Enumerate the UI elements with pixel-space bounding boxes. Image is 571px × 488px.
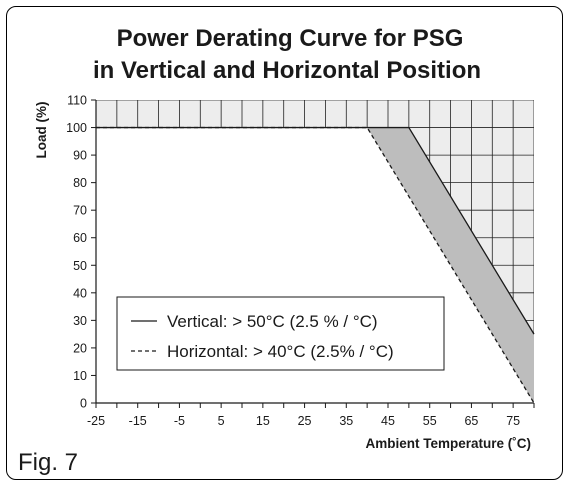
y-tick-label: 80	[73, 176, 87, 190]
legend: Vertical: > 50°C (2.5 % / °C) Horizontal…	[116, 296, 445, 371]
x-axis-label: Ambient Temperature (˚C)	[365, 436, 531, 451]
x-tick-label: 35	[339, 414, 353, 428]
legend-box	[116, 296, 445, 371]
x-tick-label: -15	[129, 414, 147, 428]
figure-label: Fig. 7	[18, 449, 78, 476]
x-tick-label: -5	[174, 414, 185, 428]
y-tick-label: 10	[73, 369, 87, 383]
series-line-vertical	[96, 126, 535, 335]
x-tick-label: 75	[506, 414, 520, 428]
series-line-horizontal	[96, 126, 535, 404]
chart-title-line-2: in Vertical and Horizontal Position	[93, 57, 481, 84]
x-tick-label: 45	[381, 414, 395, 428]
y-tick-label: 20	[73, 341, 87, 355]
x-tick-label: 5	[218, 414, 225, 428]
y-tick-label: 60	[73, 231, 87, 245]
legend-label-horizontal: Horizontal: > 40°C (2.5% / °C)	[167, 342, 394, 361]
y-tick-label: 30	[73, 314, 87, 328]
x-tick-label: 55	[423, 414, 437, 428]
x-tick-label: 65	[464, 414, 478, 428]
y-tick-label: 70	[73, 204, 87, 218]
legend-label-vertical: Vertical: > 50°C (2.5 % / °C)	[167, 312, 378, 331]
grid-region-fill	[96, 100, 534, 335]
x-tick-label: 15	[256, 414, 270, 428]
y-tick-label: 0	[80, 397, 87, 411]
y-tick-label: 90	[73, 149, 87, 163]
y-tick-label: 110	[67, 94, 87, 108]
chart-title-line-1: Power Derating Curve for PSG	[117, 25, 464, 52]
x-tick-label: -25	[87, 414, 105, 428]
y-tick-label: 50	[73, 259, 87, 273]
x-tick-label: 25	[298, 414, 312, 428]
y-axis-label: Load (%)	[34, 102, 49, 159]
y-tick-label: 40	[73, 286, 87, 300]
plot-area: 0 10 20 30 40 50 60 70 80 90 100 110 -25 -15 -5 5 15 25 35…	[66, 94, 535, 428]
y-tick-label: 100	[66, 121, 87, 135]
